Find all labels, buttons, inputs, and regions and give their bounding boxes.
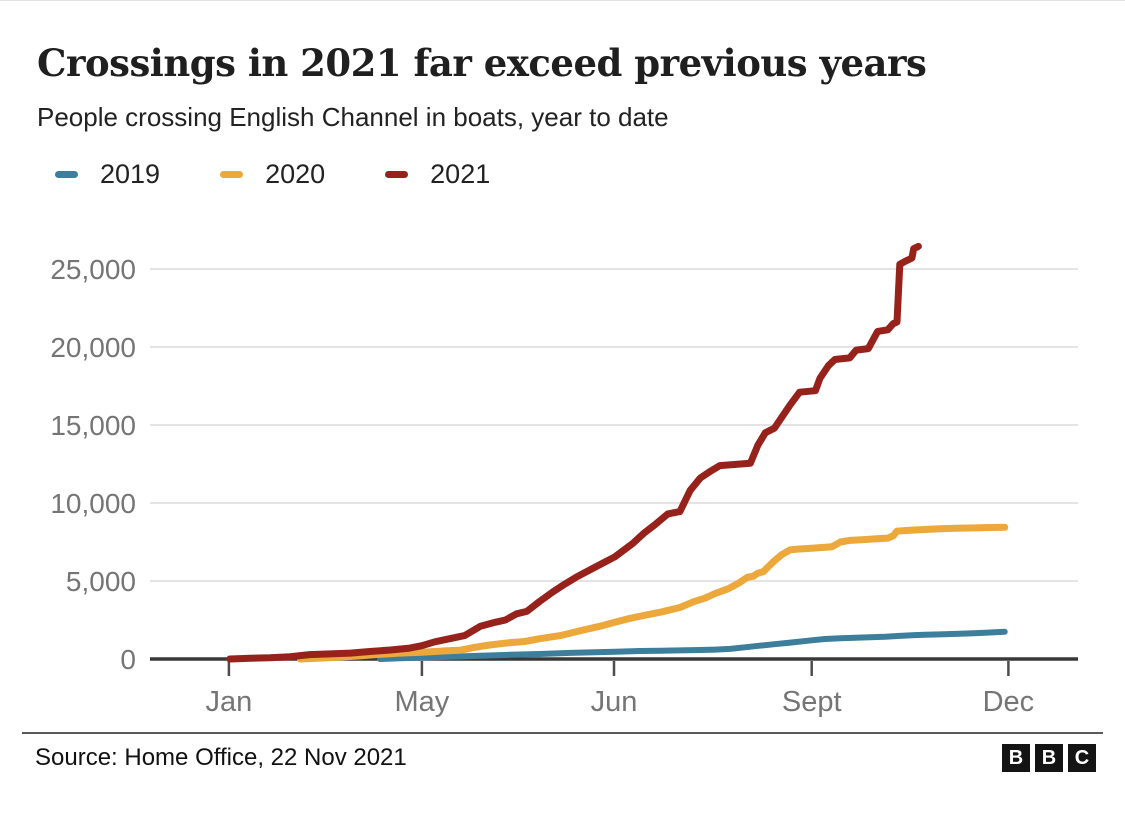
bbc-logo: B B C xyxy=(997,744,1096,772)
legend-item-2020: 2020 xyxy=(220,159,325,190)
chart-title: Crossings in 2021 far exceed previous ye… xyxy=(37,41,927,85)
legend: 2019 2020 2021 xyxy=(55,159,550,190)
y-axis-label: 5,000 xyxy=(66,566,136,597)
legend-label-2019: 2019 xyxy=(100,159,161,189)
y-axis-label: 0 xyxy=(120,644,136,675)
series-line-2019 xyxy=(377,628,1008,662)
legend-swatch-2019 xyxy=(55,171,78,178)
x-axis-label: Sept xyxy=(782,686,842,718)
bbc-logo-letter: B xyxy=(1041,747,1057,769)
chart-subtitle: People crossing English Channel in boats… xyxy=(37,102,669,132)
y-axis-label: 15,000 xyxy=(50,410,136,441)
legend-swatch-2020 xyxy=(220,171,244,178)
legend-label-2021: 2021 xyxy=(430,159,491,189)
source-text: Source: Home Office, 22 Nov 2021 xyxy=(35,744,407,771)
x-axis-label: May xyxy=(395,686,450,718)
legend-item-2019: 2019 xyxy=(55,159,160,190)
x-axis-label: Dec xyxy=(983,686,1035,718)
legend-item-2021: 2021 xyxy=(385,159,490,190)
bbc-logo-letter: C xyxy=(1074,747,1090,769)
series-line-2020 xyxy=(296,523,1009,663)
bbc-logo-block: C xyxy=(1068,744,1096,772)
footer-divider xyxy=(22,732,1103,734)
bbc-logo-letter: B xyxy=(1008,747,1024,769)
x-axis-label: Jan xyxy=(206,686,253,718)
bbc-logo-block: B xyxy=(1035,744,1063,772)
legend-swatch-2021 xyxy=(385,171,409,178)
bbc-logo-block: B xyxy=(1002,744,1030,772)
y-axis-label: 25,000 xyxy=(50,254,136,285)
y-axis-label: 20,000 xyxy=(50,332,136,363)
y-axis-label: 10,000 xyxy=(50,488,136,519)
series-line-2021 xyxy=(226,242,922,663)
x-axis-label: Jun xyxy=(591,686,638,718)
legend-label-2020: 2020 xyxy=(265,159,326,189)
